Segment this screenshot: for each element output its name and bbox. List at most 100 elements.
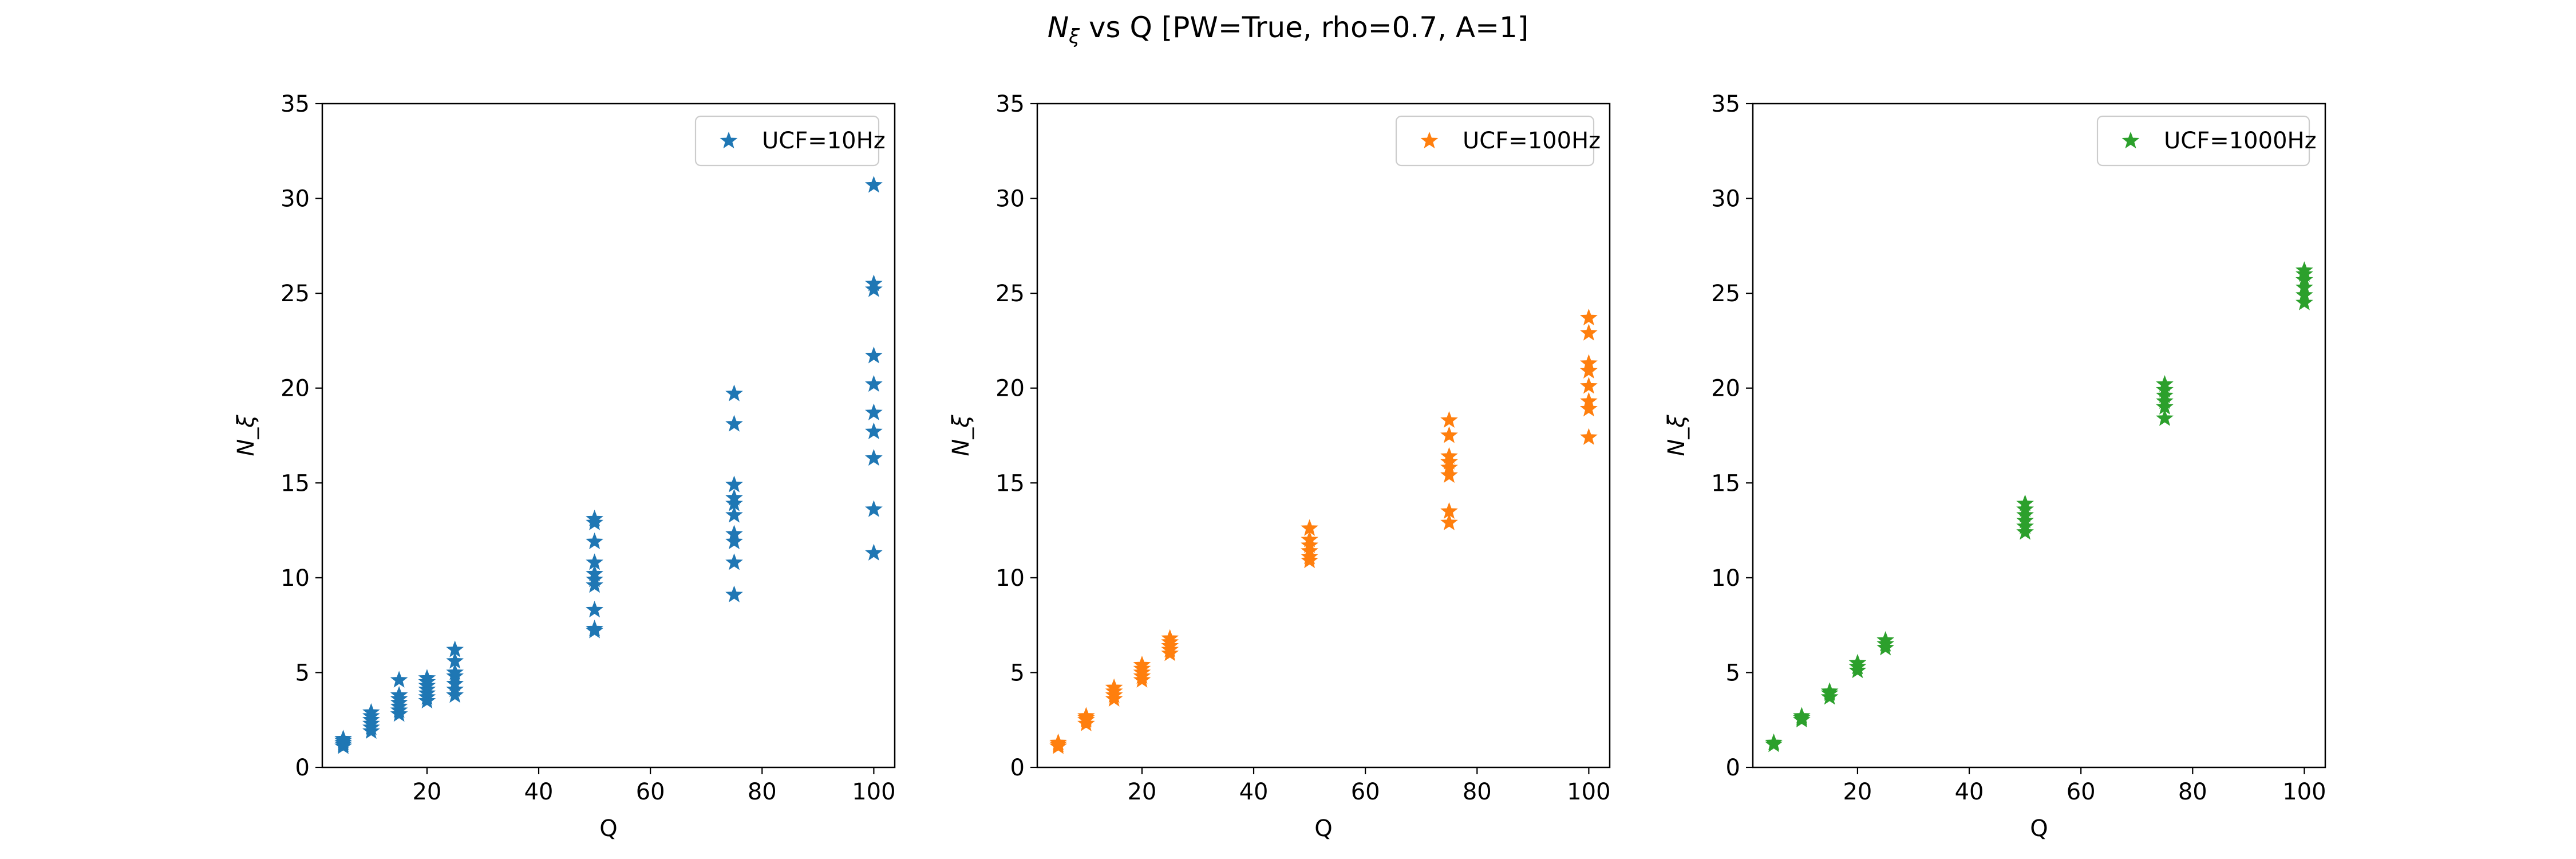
x-tick-label: 80: [2178, 779, 2207, 805]
data-point: [2296, 278, 2313, 295]
data-point: [1049, 733, 1067, 751]
figure-title-symbol: N: [1048, 11, 1069, 44]
data-point: [865, 500, 883, 517]
data-point: [1161, 629, 1179, 646]
chart-panel-1: 20 40 60 80 100 0 5 10 15 20 25 30 35 Q N_ξ UCF=10Hz: [233, 91, 896, 842]
data-point: [2156, 380, 2174, 398]
data-point: [2156, 386, 2174, 404]
y-tick-label: 20: [280, 376, 310, 402]
chart-panel-3: 20 40 60 80 100 0 5 10 15 20 25 30 35 Q N_ξ UCF=1000Hz: [1664, 91, 2326, 842]
data-point: [586, 532, 603, 550]
figure-title-rest: vs Q [PW=True, rho=0.7, A=1]: [1080, 11, 1528, 44]
data-point: [390, 671, 408, 688]
data-point: [1440, 458, 1458, 475]
data-point: [446, 686, 464, 703]
y-tick-label: 35: [995, 91, 1025, 117]
y-axis-label: N_ξ: [233, 415, 259, 456]
data-point: [1440, 426, 1458, 443]
y-tick-label: 0: [1726, 755, 1740, 781]
data-point: [2016, 506, 2034, 523]
data-point: [586, 553, 603, 570]
data-point: [725, 475, 743, 492]
chart-panel-2: 20 40 60 80 100 0 5 10 15 20 25 30 35 Q N_ξ UCF=100Hz: [948, 91, 1611, 842]
y-tick-label: 35: [1711, 91, 1740, 117]
y-axis-label: N_ξ: [948, 415, 974, 456]
legend-label: UCF=100Hz: [1463, 128, 1601, 154]
y-tick-label: 25: [280, 281, 310, 307]
y-tick-label: 20: [1711, 376, 1740, 402]
data-point: [446, 652, 464, 669]
data-point: [1301, 542, 1318, 559]
x-tick-label: 40: [1955, 779, 1984, 805]
data-point: [1876, 631, 1895, 648]
y-axis-label: N_ξ: [1664, 415, 1690, 456]
data-point: [586, 576, 603, 593]
data-point: [1580, 324, 1598, 341]
y-tick-label: 10: [995, 565, 1025, 592]
data-point: [2016, 511, 2034, 529]
legend-marker: [2121, 131, 2140, 149]
data-point: [725, 585, 743, 602]
data-point: [586, 570, 603, 588]
data-point: [2016, 494, 2034, 511]
legend: UCF=100Hz: [1395, 115, 1601, 167]
data-point: [1580, 428, 1598, 445]
data-point: [2016, 500, 2034, 517]
data-point: [865, 280, 883, 297]
data-point: [446, 663, 464, 680]
data-point: [865, 176, 883, 193]
legend-marker: [1420, 131, 1439, 149]
x-tick-label: 40: [1239, 779, 1269, 805]
y-tick-label: 30: [995, 186, 1025, 212]
data-point: [1765, 733, 1783, 751]
data-point: [1301, 536, 1318, 553]
data-point: [1133, 656, 1151, 673]
data-point: [362, 703, 380, 720]
y-tick-label: 30: [1711, 186, 1740, 212]
x-tick-label: 40: [524, 779, 554, 805]
data-point: [865, 449, 883, 466]
data-point: [865, 375, 883, 392]
data-point: [1820, 682, 1839, 699]
data-point: [586, 620, 603, 637]
legend: UCF=10Hz: [694, 115, 886, 167]
y-tick-label: 15: [995, 470, 1025, 497]
data-point: [2156, 375, 2174, 392]
x-axis-label: Q: [599, 815, 617, 842]
x-tick-label: 100: [2282, 779, 2326, 805]
y-tick-label: 10: [1711, 565, 1740, 592]
data-point: [2156, 409, 2174, 426]
data-point: [586, 601, 603, 618]
data-point: [2296, 270, 2313, 288]
x-tick-label: 20: [412, 779, 441, 805]
data-point: [865, 543, 883, 561]
data-point: [865, 346, 883, 364]
data-point: [1077, 707, 1095, 724]
data-point: [1848, 653, 1867, 671]
data-point: [1301, 547, 1318, 565]
figure-title: Nξ vs Q [PW=True, rho=0.7, A=1]: [1048, 11, 1529, 48]
data-point: [2016, 517, 2034, 534]
x-tick-label: 100: [1567, 779, 1610, 805]
data-point: [1440, 502, 1458, 519]
data-point: [446, 640, 464, 657]
series-1: [334, 176, 883, 754]
plot-frame: [1752, 103, 2326, 769]
data-point: [865, 422, 883, 439]
data-point: [1440, 447, 1458, 464]
data-point: [1440, 466, 1458, 483]
y-tick-label: 25: [1711, 281, 1740, 307]
data-point: [1793, 707, 1811, 724]
x-tick-label: 80: [1463, 779, 1492, 805]
legend-label: UCF=10Hz: [762, 128, 886, 154]
legend-frame: [2096, 115, 2310, 167]
y-tick-label: 35: [280, 91, 310, 117]
x-tick-label: 100: [852, 779, 895, 805]
data-point: [865, 274, 883, 291]
data-point: [725, 506, 743, 523]
legend: UCF=1000Hz: [2096, 115, 2317, 167]
data-point: [725, 384, 743, 401]
legend-marker: [720, 131, 738, 149]
data-point: [2296, 261, 2313, 278]
y-tick-label: 5: [1010, 660, 1025, 686]
